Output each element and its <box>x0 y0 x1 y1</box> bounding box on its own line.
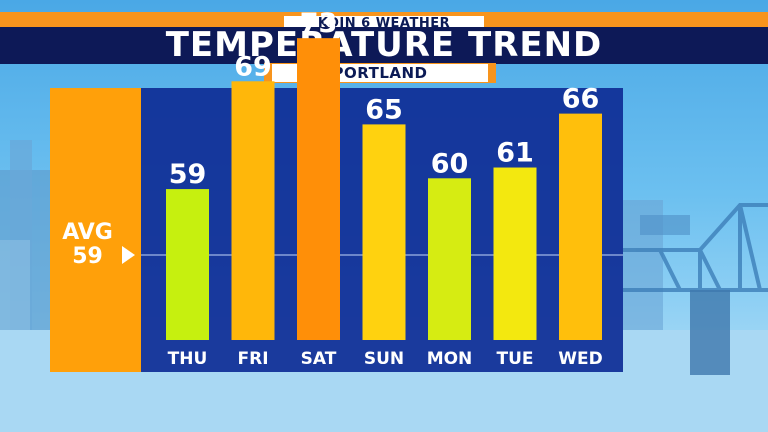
day-label: TUE <box>496 349 533 369</box>
bar-wed <box>559 113 602 341</box>
average-label-text: AVG <box>62 220 113 245</box>
bar-value-label: 65 <box>365 94 403 125</box>
day-label: SUN <box>364 349 404 369</box>
bar-value-label: 59 <box>169 159 207 190</box>
bar-value-label: 69 <box>234 51 272 82</box>
average-arrow-icon <box>122 246 135 264</box>
bar-tue <box>493 167 537 340</box>
bar-fri <box>231 81 275 340</box>
bar-value-label: 61 <box>496 138 534 169</box>
page-title: TEMPERATURE TREND <box>165 25 603 65</box>
bar-value-label: 66 <box>562 84 600 115</box>
average-box <box>50 88 141 372</box>
day-label: THU <box>168 349 208 369</box>
average-value: 59 <box>72 244 103 269</box>
bar-value-label: 60 <box>431 148 469 179</box>
day-label: FRI <box>237 349 268 369</box>
bar-thu <box>166 189 209 340</box>
bar-value-label: 73 <box>300 8 338 39</box>
bar-sun <box>362 124 406 341</box>
day-label: WED <box>558 349 602 369</box>
title-banner: TEMPERATURE TREND <box>0 27 768 64</box>
day-label: SAT <box>301 349 337 369</box>
bar-sat <box>297 38 340 340</box>
average-label: AVG 59 <box>50 221 125 269</box>
day-label: MON <box>427 349 473 369</box>
bar-mon <box>428 178 471 340</box>
